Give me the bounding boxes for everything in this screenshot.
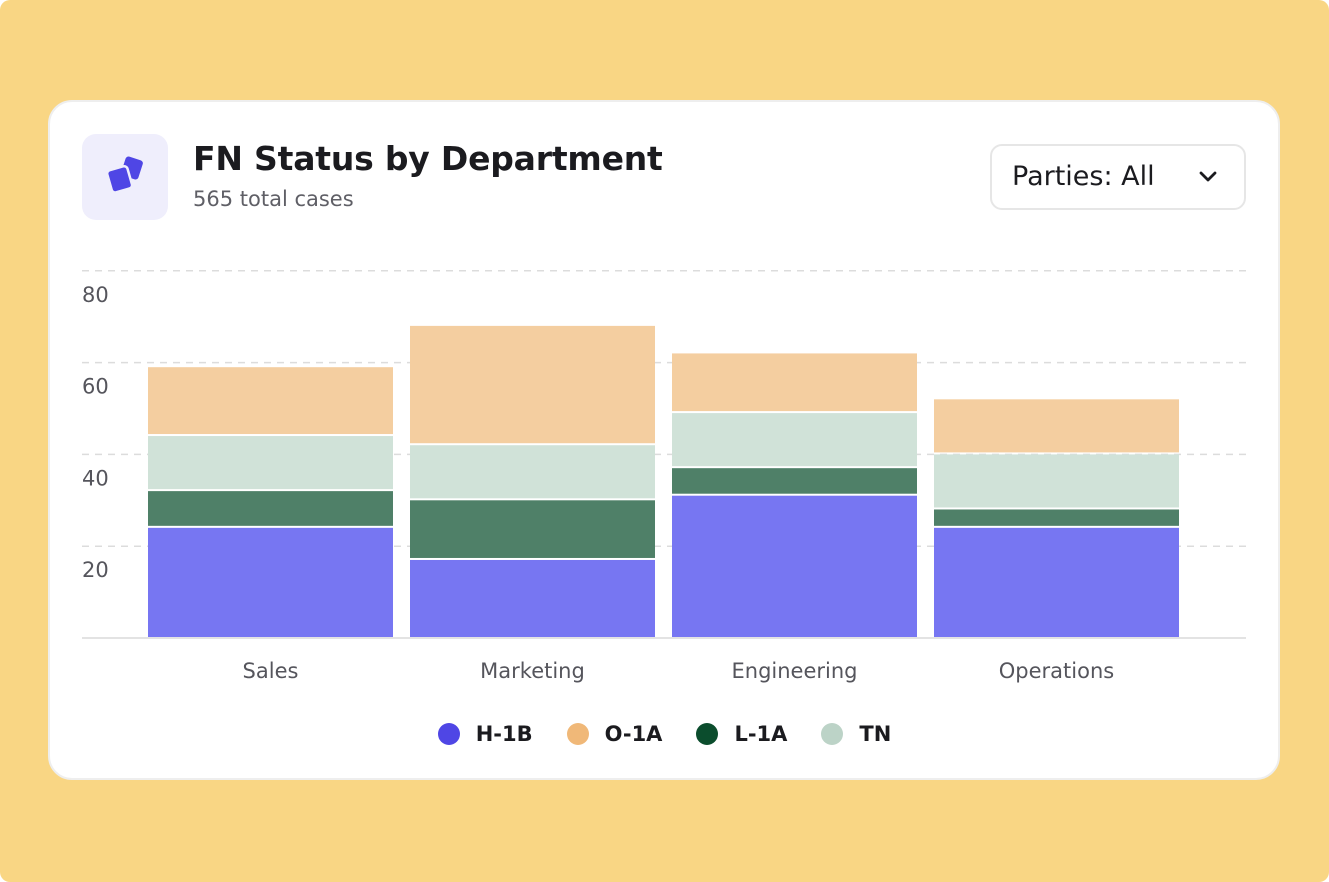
bar-tn-engineering (672, 413, 917, 467)
chart-legend: H-1B O-1A L-1A TN (0, 718, 1329, 750)
legend-swatch (566, 723, 589, 745)
legend-item: TN (821, 722, 891, 746)
bar-tn-marketing (410, 445, 655, 499)
y-tick-label: 40 (82, 466, 109, 490)
stacked-cards-icon (105, 156, 143, 194)
parties-filter-label: Parties: All (1012, 161, 1155, 192)
legend-swatch (821, 723, 844, 745)
x-tick-label: Operations (999, 659, 1114, 683)
legend-swatch (437, 723, 460, 745)
chart-title: FN Status by Department (193, 139, 663, 178)
bar-o-1a-operations (934, 399, 1179, 453)
bar-o-1a-marketing (410, 325, 655, 444)
total-cases-subtitle: 565 total cases (193, 187, 354, 211)
bar-l-1a-operations (934, 509, 1179, 526)
legend-item: H-1B (437, 722, 533, 746)
bar-o-1a-sales (148, 367, 393, 435)
y-tick-label: 60 (82, 375, 109, 399)
legend-swatch (696, 723, 719, 745)
bar-o-1a-engineering (672, 353, 917, 412)
chevron-down-icon (1199, 171, 1217, 182)
bar-h-1b-sales (148, 527, 393, 638)
x-tick-label: Engineering (732, 659, 858, 683)
y-tick-label: 80 (82, 283, 109, 307)
bar-l-1a-engineering (672, 468, 917, 494)
legend-label: TN (859, 722, 892, 746)
parties-filter-dropdown[interactable]: Parties: All (990, 144, 1246, 210)
x-tick-label: Marketing (480, 659, 585, 683)
bar-l-1a-sales (148, 491, 393, 526)
legend-item: L-1A (696, 722, 787, 746)
bar-l-1a-marketing (410, 500, 655, 558)
bar-tn-sales (148, 436, 393, 490)
bar-h-1b-engineering (672, 495, 917, 638)
legend-label: H-1B (475, 722, 533, 746)
y-tick-label: 20 (82, 558, 109, 582)
x-tick-label: Sales (243, 659, 299, 683)
bar-tn-operations (934, 454, 1179, 508)
bar-h-1b-marketing (410, 559, 655, 638)
logo-tile (82, 134, 168, 220)
bar-h-1b-operations (934, 527, 1179, 638)
legend-label: L-1A (734, 722, 788, 746)
legend-item: O-1A (566, 722, 663, 746)
legend-label: O-1A (604, 722, 663, 746)
